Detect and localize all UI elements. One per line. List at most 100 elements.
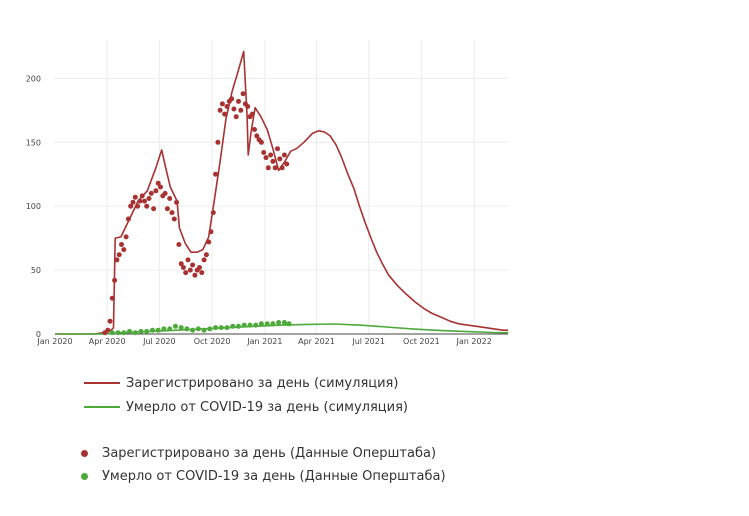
series-point-2 (123, 234, 129, 240)
series-point-3 (184, 326, 190, 332)
series-point-2 (199, 270, 205, 276)
series-point-2 (236, 98, 241, 104)
series-point-3 (132, 330, 138, 336)
legend-item-registered-data[interactable]: Зарегистрировано за день (Данные Опершта… (79, 444, 436, 462)
legend-item-deaths-sim[interactable]: Умерло от COVID-19 за день (симуляция) (84, 398, 408, 416)
series-point-2 (281, 152, 287, 158)
series-point-2 (217, 107, 223, 113)
series-point-3 (281, 320, 287, 325)
x-tick-label: Jan 2022 (456, 337, 492, 346)
series-point-3 (253, 322, 259, 328)
series-point-3 (178, 325, 184, 331)
series-point-2 (203, 252, 209, 258)
series-point-3 (264, 321, 270, 327)
series-point-2 (139, 193, 145, 199)
series-point-3 (258, 321, 264, 327)
legend-dot-registered-data (81, 449, 88, 457)
series-point-2 (240, 91, 246, 97)
series-point-2 (155, 180, 161, 186)
series-point-2 (275, 146, 280, 152)
series-point-2 (206, 239, 212, 245)
x-tick-label: Jan 2021 (246, 337, 282, 346)
series-point-2 (142, 198, 147, 204)
series-point-2 (270, 158, 276, 164)
series-point-2 (162, 190, 168, 196)
series-point-2 (213, 171, 219, 177)
series-point-2 (151, 206, 157, 212)
series-lines (55, 50, 509, 335)
series-point-2 (137, 198, 143, 204)
series-point-3 (213, 325, 219, 331)
series-point-2 (169, 210, 175, 216)
series-point-2 (233, 114, 239, 120)
series-point-2 (208, 229, 214, 235)
series-point-2 (238, 107, 244, 113)
x-tick-label: Jan 2020 (36, 337, 72, 346)
grid (55, 40, 508, 334)
series-point-2 (265, 165, 271, 171)
series-point-2 (279, 165, 285, 171)
series-point-3 (276, 320, 282, 325)
series-point-2 (258, 139, 264, 145)
series-point-3 (241, 322, 247, 328)
series-point-2 (229, 96, 235, 102)
series-point-2 (135, 203, 141, 209)
series-point-2 (249, 111, 255, 117)
series-point-2 (187, 267, 193, 273)
series-point-3 (121, 330, 127, 336)
x-tick-label: Apr 2020 (89, 337, 126, 346)
x-tick-label: Apr 2021 (298, 337, 335, 346)
series-point-2 (132, 194, 138, 200)
series-point-2 (164, 206, 170, 212)
series-point-2 (180, 265, 186, 270)
series-point-2 (185, 257, 191, 263)
series-point-2 (245, 104, 251, 109)
series-point-2 (171, 216, 177, 222)
legend-item-registered-sim[interactable]: Зарегистрировано за день (симуляция) (84, 374, 398, 392)
legend-label-registered-sim: Зарегистрировано за день (симуляция) (126, 375, 399, 391)
series-point-2 (125, 216, 131, 222)
x-tick-label: Jul 2020 (142, 337, 176, 346)
series-point-2 (201, 257, 207, 263)
y-tick-label: 0 (36, 330, 41, 339)
series-point-2 (174, 199, 180, 205)
series-point-2 (178, 261, 184, 267)
series-point-2 (284, 161, 290, 167)
series-point-3 (207, 326, 213, 332)
series-point-2 (272, 165, 278, 171)
series-point-3 (224, 325, 230, 331)
series-point-3 (270, 321, 276, 327)
series-point-2 (119, 242, 124, 247)
series-point-3 (167, 326, 173, 332)
axes: Jan 2020 Apr 2020 Jul 2020 Oct 2020 Jan 2021… (26, 74, 508, 346)
series-point-2 (252, 127, 257, 132)
series-point-2 (231, 106, 237, 112)
series-point-2 (128, 203, 134, 209)
series-point-2 (148, 190, 154, 196)
y-tick-label: 200 (26, 74, 41, 83)
series-point-2 (261, 150, 267, 155)
series-point-2 (144, 203, 150, 209)
legend-item-deaths-data[interactable]: Умерло от COVID-19 за день (Данные Оперш… (79, 467, 446, 485)
series-point-2 (121, 247, 127, 253)
x-tick-label: Oct 2021 (403, 337, 440, 346)
series-point-3 (109, 330, 115, 336)
series-point-2 (210, 210, 216, 216)
series-point-3 (247, 322, 253, 328)
series-point-2 (146, 196, 152, 201)
series-point-2 (167, 196, 173, 201)
y-tick-label: 100 (26, 202, 41, 211)
series-point-3 (155, 327, 161, 333)
x-tick-label: Jul 2021 (351, 337, 385, 346)
series-point-3 (190, 327, 196, 333)
legend-dot-deaths-data (81, 472, 88, 480)
legend-label-registered-data: Зарегистрировано за день (Данные Опершта… (102, 445, 437, 461)
series-point-2 (222, 111, 228, 117)
series-point-3 (150, 327, 155, 333)
series-point-2 (116, 252, 122, 258)
series-point-3 (161, 326, 167, 332)
series-point-3 (236, 323, 241, 329)
series-line-0 (55, 50, 508, 335)
series-points (102, 91, 292, 336)
